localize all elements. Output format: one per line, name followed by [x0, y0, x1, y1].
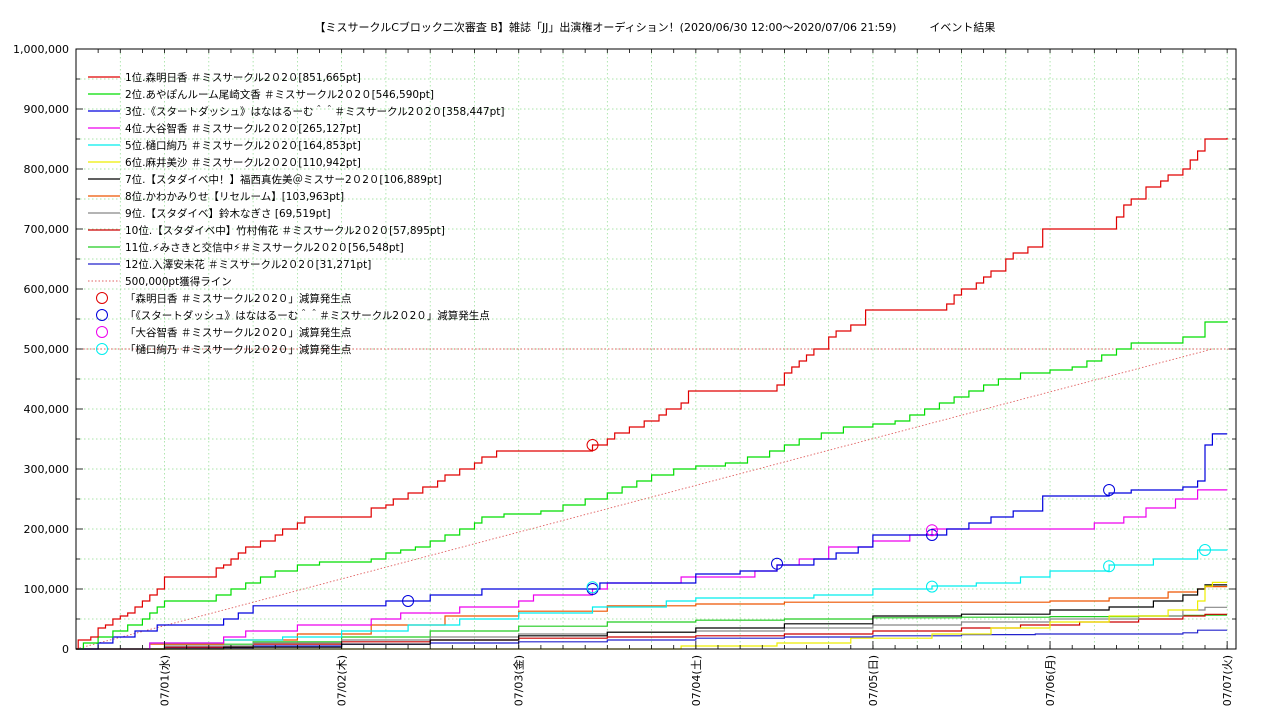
legend-label-10: 10位.【スタダイベ中】竹村侑花 ＃ミスサークル2０2０[57,895pt]	[125, 224, 445, 237]
legend-label-12: 12位.入澤安未花 ＃ミスサークル2０2０[31,271pt]	[125, 258, 371, 271]
series-line-12	[76, 629, 1228, 650]
legend-label-reference: 500,000pt獲得ライン	[125, 275, 232, 288]
penalty-marker-1	[586, 439, 599, 451]
x-tick-label: 07/07(火)	[1221, 655, 1234, 706]
legend-label-7: 7位.【スタダイベ中！】福西真佐美＠ミスサー2０2０[106,889pt]	[125, 173, 442, 186]
y-tick-label: 200,000	[24, 523, 70, 536]
legend: 1位.森明日香 ＃ミスサークル2０2０[851,665pt] 2位.あやぽんルーム…	[88, 71, 504, 356]
legend-label-4: 4位.大谷智香 ＃ミスサークル2０2０[265,127pt]	[125, 122, 361, 135]
y-tick-label: 700,000	[24, 223, 70, 236]
legend-marker-2	[96, 309, 108, 321]
legend-label-2: 2位.あやぽんルーム尾崎文香 ＃ミスサークル2０2０[546,590pt]	[125, 88, 434, 101]
axis-layer: 0 100,000 200,000 300,000 400,000 500,000 600,…	[13, 43, 1236, 706]
penalty-marker-3	[925, 524, 938, 537]
penalty-marker-4	[586, 581, 599, 594]
y-tick-label: 900,000	[24, 103, 70, 116]
series-layer	[76, 138, 1228, 650]
legend-label-5: 5位.樋口絢乃 ＃ミスサークル2０2０[164,853pt]	[125, 139, 361, 152]
y-tick-label: 0	[62, 643, 69, 656]
penalty-marker-layer	[402, 439, 1212, 607]
legend-marker-1	[96, 292, 108, 304]
grid	[76, 49, 1236, 649]
penalty-marker-4	[1199, 544, 1212, 556]
y-tick-label: 300,000	[24, 463, 70, 476]
legend-label-9: 9位.【スタダイベ】鈴木なぎさ [69,519pt]	[125, 207, 331, 220]
penalty-marker-2	[925, 529, 938, 541]
y-tick-label: 500,000	[24, 343, 70, 356]
legend-label-8: 8位.かわかみりせ【リセルーム】[103,963pt]	[125, 190, 344, 203]
y-tick-label: 1,000,000	[13, 43, 69, 56]
series-line-8	[76, 586, 1228, 650]
legend-marker-3	[96, 326, 108, 338]
x-tick-label: 07/05(日)	[867, 655, 880, 706]
y-tick-label: 800,000	[24, 163, 70, 176]
legend-label-11: 11位.⚡みさきと交信中⚡＃ミスサークル2０2０[56,548pt]	[125, 241, 404, 254]
series-line-7	[76, 584, 1228, 650]
series-line-2	[76, 321, 1228, 650]
legend-label-6: 6位.麻井美沙 ＃ミスサークル2０2０[110,942pt]	[125, 156, 361, 169]
y-tick-label: 400,000	[24, 403, 70, 416]
x-tick-label: 07/04(土)	[690, 655, 703, 706]
penalty-marker-2	[771, 557, 784, 570]
penalty-marker-4	[1103, 560, 1116, 573]
series-line-4	[76, 489, 1228, 650]
penalty-marker-4	[925, 580, 938, 593]
x-tick-label: 07/06(月)	[1044, 655, 1057, 706]
series-line-5	[76, 549, 1228, 650]
legend-marker-label-3: 「大谷智香 ＃ミスサークル2０2０」減算発生点	[125, 326, 351, 339]
series-line-6	[76, 581, 1228, 650]
legend-label-3: 3位.《スタートダッシュ》はなはるーむ＾＾＃ミスサークル2０2０[358,447…	[125, 104, 504, 118]
x-tick-label: 07/03(金)	[512, 655, 526, 706]
series-line-1	[76, 138, 1228, 650]
chart-title: 【ミスサークルCブロック二次審査 B】雑誌「JJ」出演権オーディション！(202…	[314, 21, 996, 34]
penalty-marker-2	[402, 595, 415, 607]
legend-marker-label-2: 「《スタートダッシュ》はなはるーむ＾＾＃ミスサークル2０2０」減算発生点	[125, 308, 490, 322]
legend-label-1: 1位.森明日香 ＃ミスサークル2０2０[851,665pt]	[125, 71, 361, 84]
series-line-3	[76, 433, 1228, 650]
penalty-marker-2	[1103, 484, 1116, 496]
reference-line-layer	[75, 348, 1236, 650]
legend-marker-label-4: 「樋口絢乃 ＃ミスサークル2０2０」減算発生点	[125, 343, 351, 356]
x-tick-label: 07/01(水)	[159, 655, 172, 706]
x-tick-label: 07/02(木)	[336, 655, 349, 706]
legend-marker-label-1: 「森明日香 ＃ミスサークル2０2０」減算発生点	[125, 292, 351, 305]
legend-marker-4	[96, 343, 108, 355]
y-tick-label: 100,000	[24, 583, 70, 596]
y-tick-label: 600,000	[24, 283, 70, 296]
